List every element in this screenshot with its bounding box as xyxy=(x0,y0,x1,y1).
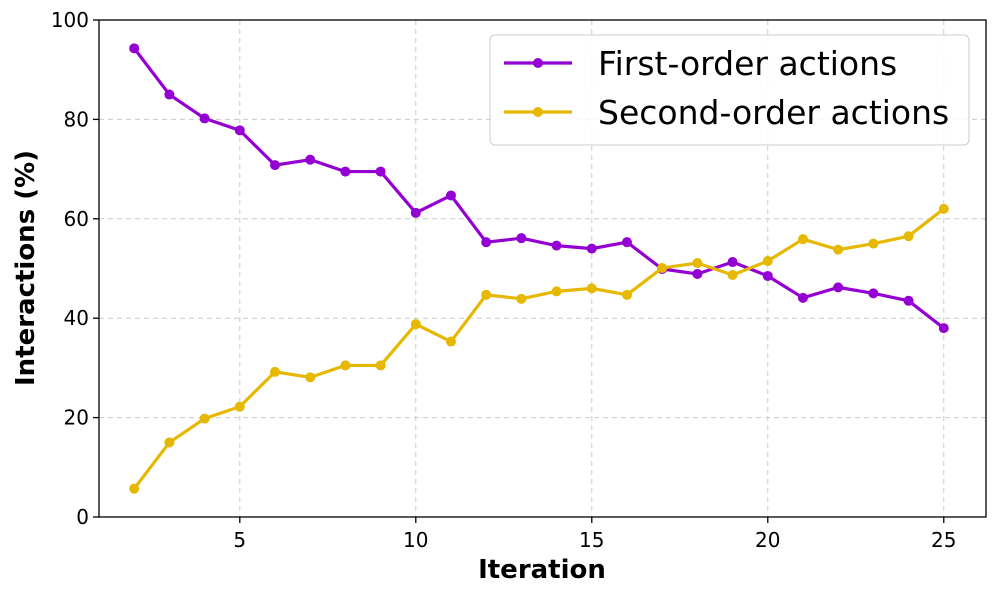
data-point xyxy=(868,288,879,299)
data-point xyxy=(199,413,210,424)
data-point xyxy=(938,203,949,214)
data-point xyxy=(481,289,492,300)
x-tick-label: 20 xyxy=(755,528,780,552)
x-axis-label: Iteration xyxy=(478,555,606,585)
y-tick-label: 60 xyxy=(64,207,89,231)
data-point xyxy=(586,243,597,254)
data-point xyxy=(481,237,492,248)
y-tick-label: 80 xyxy=(64,107,89,131)
data-point xyxy=(516,293,527,304)
legend-label: First-order actions xyxy=(598,44,897,83)
series-1 xyxy=(129,43,949,334)
series-line xyxy=(132,207,945,490)
data-point xyxy=(305,372,316,383)
x-tick-label: 25 xyxy=(931,528,956,552)
plot-frame xyxy=(98,19,987,518)
data-point xyxy=(269,366,280,377)
data-point xyxy=(657,263,668,274)
data-point xyxy=(340,166,351,177)
data-point xyxy=(621,289,632,300)
data-point xyxy=(903,231,914,242)
data-point xyxy=(797,234,808,245)
data-point xyxy=(762,270,773,281)
data-point xyxy=(129,43,140,54)
data-point xyxy=(727,269,738,280)
data-point xyxy=(727,257,738,268)
data-point xyxy=(375,166,386,177)
data-point xyxy=(305,154,316,165)
data-point xyxy=(868,238,879,249)
data-point xyxy=(903,295,914,306)
legend-marker xyxy=(533,107,543,117)
x-tick-label: 5 xyxy=(233,528,246,552)
data-point xyxy=(586,283,597,294)
legend: First-order actions Second-order actions xyxy=(489,34,970,146)
series-layer xyxy=(129,43,949,494)
series-2 xyxy=(129,203,949,494)
data-point xyxy=(445,190,456,201)
data-point xyxy=(375,360,386,371)
data-point xyxy=(234,125,245,136)
y-tick-label: 20 xyxy=(64,406,89,430)
data-point xyxy=(164,89,175,100)
data-point xyxy=(410,207,421,218)
data-point xyxy=(692,268,703,279)
data-point xyxy=(938,323,949,334)
data-point xyxy=(410,319,421,330)
data-point xyxy=(199,113,210,124)
data-point xyxy=(129,483,140,494)
y-tick-label: 100 xyxy=(51,8,89,32)
data-point xyxy=(833,282,844,293)
series-line xyxy=(132,47,945,330)
legend-box xyxy=(489,34,970,146)
x-tick-label: 15 xyxy=(579,528,604,552)
data-point xyxy=(269,160,280,171)
x-tick-label: 10 xyxy=(403,528,428,552)
data-point xyxy=(621,237,632,248)
data-point xyxy=(445,336,456,347)
data-point xyxy=(164,437,175,448)
y-axis-label: Interactions (%) xyxy=(11,150,41,386)
data-point xyxy=(234,401,245,412)
data-point xyxy=(762,256,773,267)
data-point xyxy=(340,360,351,371)
data-point xyxy=(551,240,562,251)
data-point xyxy=(797,292,808,303)
data-point xyxy=(516,233,527,244)
legend-marker xyxy=(533,58,543,68)
data-point xyxy=(692,258,703,269)
data-point xyxy=(833,244,844,255)
axis-ticks: 5 10 15 20 25 0 20 40 60 80 100 xyxy=(51,8,957,552)
data-point xyxy=(551,286,562,297)
y-tick-label: 0 xyxy=(76,505,89,529)
y-tick-label: 40 xyxy=(64,306,89,330)
legend-label: Second-order actions xyxy=(598,93,949,132)
